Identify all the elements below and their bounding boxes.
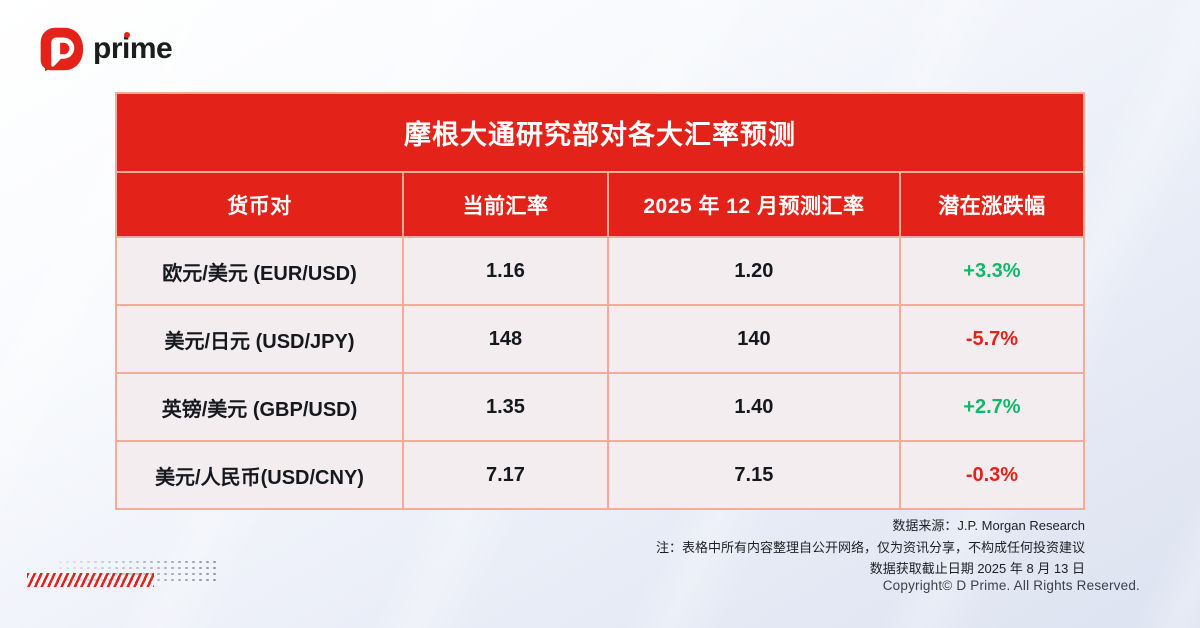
brand-logo: prime: [38, 26, 173, 72]
table-title: 摩根大通研究部对各大汇率预测: [117, 94, 1083, 171]
brand-name-text: prime: [93, 32, 173, 65]
row-gbpusd-forecast: 1.40: [608, 374, 899, 440]
row-usdcny-current: 7.17: [404, 442, 607, 508]
fx-forecast-table: 摩根大通研究部对各大汇率预测 货币对 当前汇率 2025 年 12 月预测汇率 …: [115, 92, 1085, 510]
row-gbpusd-pair: 英镑/美元 (GBP/USD): [117, 374, 403, 440]
row-gbpusd-current: 1.35: [404, 374, 607, 440]
row-usdcny-change: -0.3%: [900, 442, 1083, 508]
brand-name: prime: [93, 26, 173, 72]
row-eurusd-current: 1.16: [404, 238, 607, 304]
row-eurusd-change: +3.3%: [900, 238, 1083, 304]
col-header-forecast: 2025 年 12 月预测汇率: [608, 173, 899, 236]
row-usdjpy-current: 148: [404, 306, 607, 372]
row-eurusd-forecast: 1.20: [608, 238, 899, 304]
col-header-current: 当前汇率: [404, 173, 607, 236]
striped-bar-decoration: [27, 573, 154, 587]
d-prime-logo-icon: [40, 27, 84, 72]
copyright-line: Copyright© D Prime. All Rights Reserved.: [882, 578, 1140, 593]
col-header-change: 潜在涨跌幅: [900, 173, 1083, 236]
row-usdcny-forecast: 7.15: [608, 442, 899, 508]
col-header-pair: 货币对: [117, 173, 403, 236]
data-source-line: 数据来源：J.P. Morgan Research: [892, 518, 1085, 533]
data-cutoff-line: 数据获取截止日期 2025 年 8 月 13 日: [869, 561, 1085, 576]
footnotes: 数据来源：J.P. Morgan Research 注：表格中所有内容整理自公开…: [385, 515, 1085, 580]
row-usdjpy-forecast: 140: [608, 306, 899, 372]
row-usdjpy-change: -5.7%: [900, 306, 1083, 372]
row-gbpusd-change: +2.7%: [900, 374, 1083, 440]
row-usdjpy-pair: 美元/日元 (USD/JPY): [117, 306, 403, 372]
disclaimer-line: 注：表格中所有内容整理自公开网络，仅为资讯分享，不构成任何投资建议: [655, 539, 1085, 555]
row-eurusd-pair: 欧元/美元 (EUR/USD): [117, 238, 403, 304]
row-usdcny-pair: 美元/人民币(USD/CNY): [117, 442, 403, 508]
brand-i-dot: [124, 32, 130, 38]
